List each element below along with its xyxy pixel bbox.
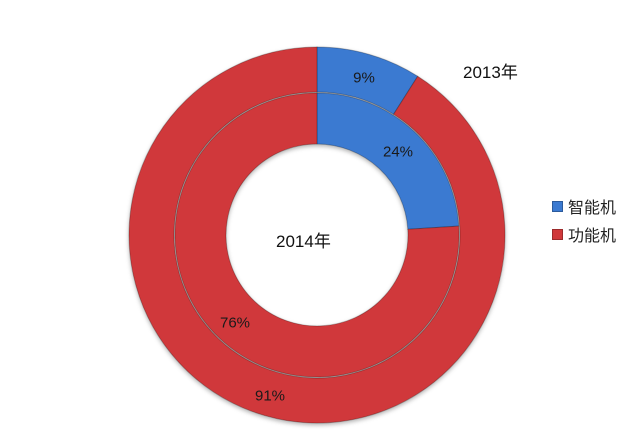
inner-ring-featurephone-segment — [174, 92, 460, 378]
outer-smart-pct: 9% — [353, 69, 375, 87]
year-2013-label: 2013年 — [463, 63, 518, 82]
legend-item-featurephone: 功能机 — [552, 220, 616, 248]
featurephone-swatch-icon — [552, 228, 563, 240]
smartphone-swatch-icon — [552, 200, 563, 212]
outer-feature-pct: 91% — [254, 387, 286, 405]
inner-smart-pct: 24% — [382, 143, 414, 161]
legend-item-smartphone: 智能机 — [552, 192, 616, 220]
legend: 智能机 功能机 — [552, 192, 616, 248]
legend-label-smartphone: 智能机 — [568, 200, 617, 217]
year-2014-label: 2014年 — [276, 232, 331, 251]
outer-ring-featurephone-segment — [128, 46, 506, 424]
legend-label-featurephone: 功能机 — [568, 228, 617, 245]
inner-feature-pct: 76% — [219, 314, 251, 332]
